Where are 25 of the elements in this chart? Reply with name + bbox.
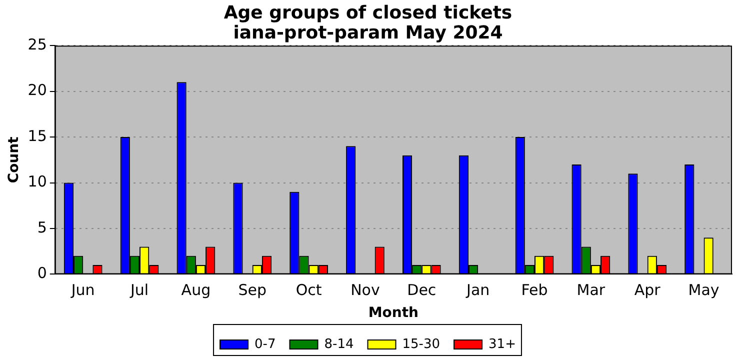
y-tick-label: 10 xyxy=(28,172,47,191)
x-tick-label: Mar xyxy=(576,281,606,300)
y-tick-label: 5 xyxy=(37,218,47,236)
y-tick-label: 15 xyxy=(28,126,47,145)
x-tick-label: Nov xyxy=(350,281,380,300)
x-tick-label: Feb xyxy=(521,281,548,300)
legend-label: 0-7 xyxy=(254,336,276,352)
x-tick-label: Jan xyxy=(466,281,490,300)
x-tick-label: Jun xyxy=(70,281,95,300)
x-tick-label: Jul xyxy=(129,281,149,300)
chart-title: Age groups of closed tickets iana-prot-param May 2024 xyxy=(224,2,512,44)
y-tick-label: 20 xyxy=(28,81,47,100)
y-tick-label: 0 xyxy=(37,264,47,282)
legend-label: 8-14 xyxy=(324,336,354,352)
x-tick-label: Sep xyxy=(238,281,267,300)
y-axis-title: Count xyxy=(6,136,22,184)
x-tick-label: Apr xyxy=(634,281,662,300)
x-tick-label: May xyxy=(688,281,720,300)
legend-label: 31+ xyxy=(488,336,516,352)
y-tick-label: 25 xyxy=(28,35,47,54)
legend-label: 15-30 xyxy=(402,336,440,352)
x-tick-label: Dec xyxy=(407,281,436,300)
x-axis-title: Month xyxy=(368,305,419,322)
x-tick-label: Aug xyxy=(181,281,211,300)
x-tick-label: Oct xyxy=(296,281,322,300)
